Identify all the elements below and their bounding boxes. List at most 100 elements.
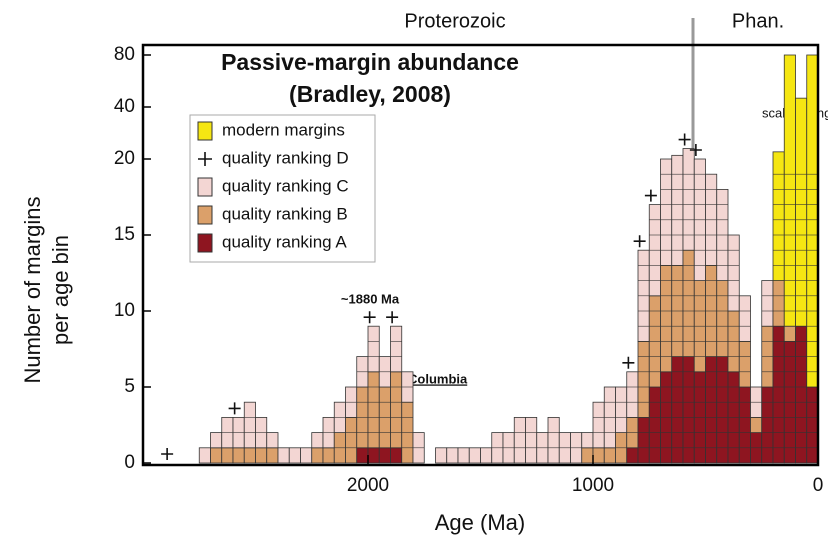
bar-segment [783,54,796,327]
bar-segment [806,54,819,388]
bar-segment [795,325,808,464]
y-tick-label: 40 [114,96,135,117]
x-axis-label: Age (Ma) [435,510,525,535]
annotation: ~1880 Ma [341,291,400,306]
bar-segment [750,416,763,433]
bar-segment [378,447,391,464]
bar-segment [660,158,673,266]
legend-swatch [197,233,213,253]
bar-segment [772,280,785,327]
bar-segment [682,249,695,357]
bar-segment [603,447,616,464]
era-label: Phan. [732,10,784,32]
bar-segment [783,325,796,342]
bar-segment [468,447,481,464]
bar-segment [772,325,785,464]
bar-segment [288,447,301,464]
bar-segment [581,432,594,449]
legend-swatch [197,205,213,225]
legend-swatch [197,121,213,141]
bar-segment [266,432,279,449]
bar-segment [716,280,729,358]
bar-segment [277,447,290,464]
bar-segment [311,447,324,464]
quality-d-marker [363,311,376,324]
legend: modern margins quality ranking D quality r… [189,114,376,263]
bar-segment [637,340,650,418]
quality-d-marker [633,235,646,248]
bar-segment [795,97,808,327]
bar-segment [592,447,605,464]
bar-segment [738,386,751,464]
bar-segment [648,386,661,464]
bar-segment [390,371,403,449]
bar-segment [581,447,594,464]
bar-segment [210,447,223,464]
bar-segment [221,447,234,464]
legend-label: quality ranking B [222,204,348,223]
bar-segment [716,356,729,464]
bar-segment [356,447,369,464]
bar-segment [626,447,639,464]
x-tick-label: 1000 [572,475,614,496]
bar-segment [592,401,605,449]
bar-segment [761,386,774,464]
bar-segment [367,447,380,464]
bar-segment [322,447,335,464]
bar-segment [513,416,526,464]
bar-segment [198,447,211,464]
bar-segment [210,432,223,449]
quality-d-marker [161,448,174,460]
bar-segment [682,356,695,464]
y-tick-label: 0 [124,452,135,473]
quality-d-marker [622,356,635,369]
y-tick-label: 5 [124,376,135,397]
bar-segment [615,386,628,433]
bar-segment [457,447,470,464]
legend-box [189,114,376,263]
bar-segment [367,371,380,449]
bar-segment [637,416,650,464]
bar-segment [761,280,774,327]
plot [161,54,819,464]
era-label: Proterozoic [404,10,505,32]
bar-segment [446,447,459,464]
x-tick-label: 2000 [347,475,389,496]
y-tick-label: 80 [114,44,135,65]
bar-segment [547,416,560,464]
y-tick-label: 15 [114,224,135,245]
plot-frame [141,43,820,467]
bar-segment [806,386,819,464]
legend-swatch [197,177,213,197]
y-axis-label: per age bin [48,235,73,345]
y-axis-label: Number of margins [20,196,45,383]
bar-segment [390,325,403,373]
bar-segment [266,447,279,464]
bar-segment [435,447,448,464]
bar-segment [738,340,751,388]
bar-segment [243,401,256,449]
bar-segment [345,416,358,464]
x-tick-label: 0 [813,475,824,496]
quality-d-marker [386,311,399,324]
bar-segment [311,432,324,449]
bar-segment [480,447,493,464]
quality-d-marker [228,402,241,415]
y-tick-label: 20 [114,148,135,169]
annotation: Columbia [408,371,468,386]
bar-segment [727,234,740,312]
bar-segment [705,356,718,464]
bar-segment [671,356,684,464]
legend-marker [198,152,212,166]
legend-label: quality ranking C [222,176,349,195]
quality-d-marker [644,189,657,202]
legend-label: modern margins [222,120,345,139]
bar-segment [626,371,639,418]
chart-title: Passive-margin abundance [221,49,519,75]
legend-label: quality ranking A [222,232,347,251]
bar-segment [390,447,403,464]
chart-subtitle: (Bradley, 2008) [289,81,451,107]
bar-segment [772,151,785,282]
bar-segment [671,154,684,266]
